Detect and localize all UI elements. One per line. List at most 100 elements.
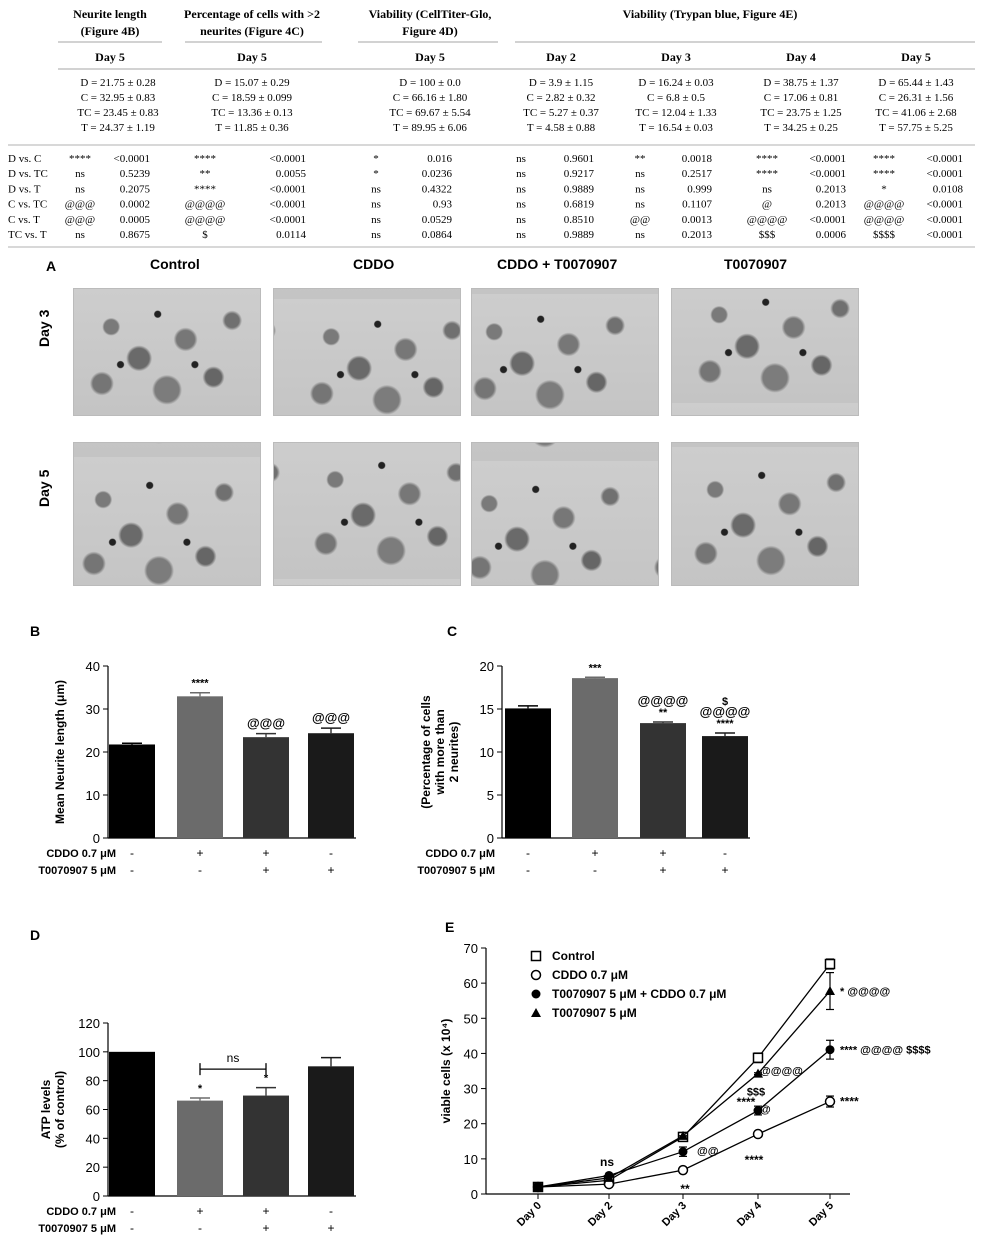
- table-comparison-label: C vs. T: [8, 214, 40, 226]
- y-tick-label: 40: [86, 659, 100, 674]
- treatment-sign: +: [262, 1221, 269, 1235]
- table-significance-symbol: ns: [635, 183, 645, 195]
- table-mean-value: C = 6.8 ± 0.5: [647, 92, 706, 104]
- table-p-value: 0.6819: [564, 199, 595, 211]
- y-tick-label: 120: [78, 1016, 100, 1031]
- table-group-title: Neurite length: [73, 7, 147, 21]
- table-mean-value: C = 26.31 ± 1.56: [879, 92, 954, 104]
- bar: [177, 696, 223, 838]
- table-p-value: 0.9889: [564, 183, 595, 195]
- y-tick-label: 70: [464, 941, 478, 956]
- y-axis-label: Mean Neurite length (μm): [53, 680, 67, 824]
- table-p-value: 0.0864: [422, 229, 453, 241]
- legend-label: T0070907 5 μM + CDDO 0.7 μM: [552, 987, 726, 1001]
- table-day-header: Day 3: [661, 50, 691, 64]
- data-point: [824, 1096, 836, 1107]
- y-tick-label: 40: [464, 1046, 478, 1061]
- micrograph-cddo-t0070907-day3: [471, 288, 659, 416]
- table-p-value: <0.0001: [927, 229, 963, 241]
- table-mean-value: D = 100 ± 0.0: [399, 77, 461, 89]
- data-point: [825, 1045, 835, 1055]
- treatment-sign: -: [198, 863, 202, 877]
- legend-marker: [531, 989, 541, 999]
- treatment-cddo-label: CDDO 0.7 μM: [46, 1206, 116, 1218]
- table-p-value: 0.1107: [682, 199, 712, 211]
- y-axis-label: 2 neurites): [447, 722, 461, 783]
- table-comparison-label: TC vs. T: [8, 229, 47, 241]
- table-mean-value: D = 65.44 ± 1.43: [878, 77, 954, 89]
- y-tick-label: 20: [480, 659, 494, 674]
- table-day-header: Day 2: [546, 50, 576, 64]
- table-mean-value: T = 57.75 ± 5.25: [879, 122, 953, 134]
- y-axis-label: ATP levels: [39, 1079, 53, 1139]
- table-mean-value: TC = 69.67 ± 5.54: [389, 107, 471, 119]
- table-group-title: Percentage of cells with >2: [184, 7, 320, 21]
- table-p-value: 0.0114: [276, 229, 306, 241]
- table-p-value: <0.0001: [927, 214, 963, 226]
- chart-panel-d: D 0 20 40 60 80 100 120 ATP levels (% of control)…: [30, 927, 356, 1235]
- table-p-value: 0.0236: [422, 168, 453, 180]
- data-point: [825, 986, 835, 996]
- y-tick-label: 10: [86, 788, 100, 803]
- comparison-bracket-label: ns: [227, 1051, 240, 1065]
- table-significance-symbol: ns: [762, 183, 772, 195]
- significance-label: @: [760, 1104, 771, 1116]
- y-tick-label: 15: [480, 702, 494, 717]
- y-tick-label: 0: [93, 1189, 100, 1204]
- table-mean-value: D = 21.75 ± 0.28: [80, 77, 156, 89]
- x-tick-label: Day 5: [807, 1200, 836, 1229]
- table-p-value: <0.0001: [270, 183, 306, 195]
- table-comparison-label: C vs. TC: [8, 199, 47, 211]
- table-significance-symbol: @@@: [65, 199, 95, 211]
- significance-label: @@@: [312, 710, 350, 725]
- table-p-value: 0.2013: [816, 199, 847, 211]
- y-tick-label: 0: [471, 1187, 478, 1202]
- table-p-value: 0.5239: [120, 168, 151, 180]
- table-significance-symbol: ****: [69, 153, 91, 165]
- table-significance-symbol: ****: [873, 168, 895, 180]
- data-point: [753, 1068, 763, 1078]
- treatment-t0070907-label: T0070907 5 μM: [417, 865, 495, 877]
- micrograph-cddo-day5: [273, 442, 461, 586]
- table-significance-symbol: ns: [635, 229, 645, 241]
- data-point: [752, 1052, 764, 1064]
- table-mean-value: T = 24.37 ± 1.19: [81, 122, 155, 134]
- table-comparison-label: D vs. C: [8, 153, 41, 165]
- table-group-subtitle: neurites (Figure 4C): [200, 24, 304, 38]
- table-p-value: 0.2013: [816, 183, 847, 195]
- table-significance-symbol: @@@@: [185, 214, 226, 226]
- table-significance-symbol: @@@@: [864, 214, 905, 226]
- treatment-sign: +: [659, 863, 666, 877]
- significance-label: *: [198, 1083, 203, 1095]
- treatment-sign: +: [327, 1221, 334, 1235]
- treatment-sign: -: [526, 863, 530, 877]
- treatment-sign: +: [262, 846, 269, 860]
- table-mean-value: D = 15.07 ± 0.29: [214, 77, 290, 89]
- table-comparison-label: D vs. T: [8, 183, 41, 195]
- column-label-cddo-t0070907: CDDO + T0070907: [497, 256, 618, 272]
- table-significance-symbol: @@@@: [185, 199, 226, 211]
- table-significance-symbol: $$$$: [873, 229, 896, 241]
- table-p-value: <0.0001: [270, 153, 306, 165]
- table-mean-value: T = 89.95 ± 6.06: [393, 122, 467, 134]
- treatment-sign: +: [659, 846, 666, 860]
- treatment-t0070907-label: T0070907 5 μM: [38, 1223, 116, 1235]
- table-mean-value: D = 3.9 ± 1.15: [529, 77, 594, 89]
- y-tick-label: 60: [464, 976, 478, 991]
- table-significance-symbol: ****: [873, 153, 895, 165]
- table-significance-symbol: @: [762, 199, 772, 211]
- y-tick-label: 100: [78, 1045, 100, 1060]
- y-tick-label: 30: [86, 702, 100, 717]
- treatment-sign: -: [526, 846, 530, 860]
- data-point: [824, 958, 836, 970]
- table-significance-symbol: ns: [371, 199, 381, 211]
- data-point: [752, 1128, 764, 1140]
- data-point: [678, 1147, 688, 1157]
- table-p-value: <0.0001: [270, 199, 306, 211]
- table-significance-symbol: **: [635, 153, 646, 165]
- treatment-sign: -: [593, 863, 597, 877]
- table-significance-symbol: ns: [516, 183, 526, 195]
- table-significance-symbol: ns: [516, 229, 526, 241]
- table-p-value: <0.0001: [810, 168, 846, 180]
- chart-panel-b: B 0 10 20 30 40 Mean Neurite length (μm) **** @@…: [30, 623, 356, 877]
